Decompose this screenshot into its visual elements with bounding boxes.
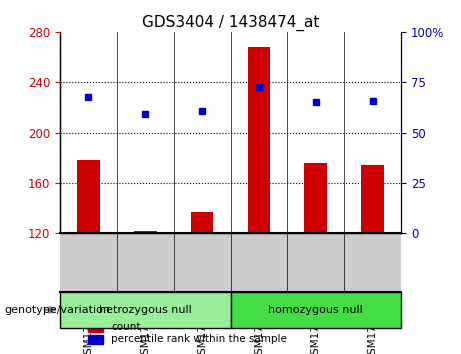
Text: hetrozygous null: hetrozygous null <box>99 305 192 315</box>
Bar <box>248 47 270 233</box>
Text: percentile rank within the sample: percentile rank within the sample <box>111 335 287 344</box>
Bar <box>89 335 102 344</box>
Bar <box>77 160 100 233</box>
Title: GDS3404 / 1438474_at: GDS3404 / 1438474_at <box>142 14 319 30</box>
Bar <box>60 292 230 328</box>
Bar <box>361 165 384 233</box>
Text: genotype/variation: genotype/variation <box>5 305 111 315</box>
Bar <box>230 292 401 328</box>
Text: count: count <box>111 322 141 332</box>
Bar <box>191 212 213 233</box>
Bar <box>304 163 327 233</box>
Bar <box>89 323 102 332</box>
Text: homozygous null: homozygous null <box>268 305 363 315</box>
Bar <box>134 231 157 233</box>
